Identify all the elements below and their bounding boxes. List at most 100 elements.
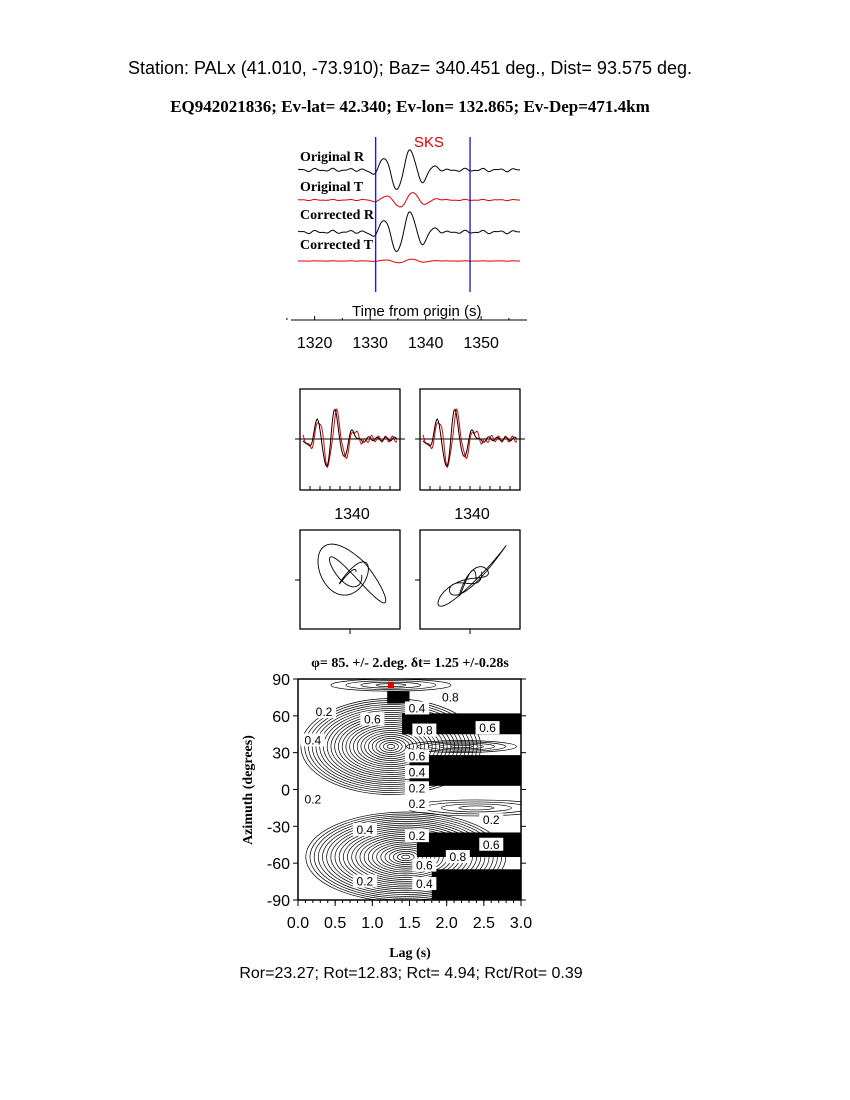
x-tick-label: 1.5	[398, 915, 420, 932]
contour-label-bg	[412, 877, 437, 891]
contour-label-bg	[404, 749, 429, 763]
contour-upper	[379, 740, 403, 753]
contour-label-bg	[352, 874, 377, 888]
contour-label: 0.4	[305, 733, 322, 747]
contour-band	[439, 743, 484, 750]
contour-upper	[360, 730, 422, 763]
particle-motion-path	[437, 545, 507, 607]
contour-label: 0.2	[316, 705, 333, 719]
particle-motion-box	[299, 529, 401, 630]
x-tick-label: 0.0	[287, 915, 309, 932]
contour-upper	[386, 744, 396, 749]
seismogram-panel: SKS Original R Original T Corrected R Co…	[286, 134, 527, 352]
time-ticks: 1320 1330 1340 1350	[286, 316, 510, 352]
waveform-comparison-panels: 1340 1340	[295, 388, 525, 523]
contour-upper	[338, 718, 444, 775]
time-tick-label: 1340	[408, 335, 444, 352]
ratio-summary: Ror=23.27; Rot=12.83; Rct= 4.94; Rct/Rot…	[239, 965, 583, 982]
contour-label: 0.2	[409, 829, 426, 843]
contour-mid	[441, 803, 512, 813]
particle-motion-box	[419, 529, 521, 630]
contour-band	[417, 741, 506, 752]
contour-lower	[305, 811, 507, 900]
contour-lower	[317, 817, 494, 897]
x-tick-label: 0.5	[324, 915, 346, 932]
contour-label: 0.8	[449, 850, 466, 864]
contour-label: 0.2	[409, 781, 426, 795]
contour-label: 0.2	[305, 792, 322, 806]
contour-upper	[383, 742, 399, 751]
contour-upper	[371, 736, 411, 757]
trace-label-original-t: Original T	[300, 180, 364, 195]
contour-label: 0.8	[442, 690, 459, 704]
contour-label-bg	[404, 829, 429, 843]
contour-upper	[315, 706, 467, 787]
contour-upper	[311, 704, 471, 789]
trace-label-corrected-r: Corrected R	[300, 208, 375, 223]
time-tick-label: 1350	[463, 335, 499, 352]
contour-min	[345, 680, 437, 690]
station-line: Station: PALx (41.010, -73.910); Baz= 34…	[127, 58, 693, 78]
time-tick-label: 1320	[297, 335, 333, 352]
time-tick-label: 1340	[454, 506, 490, 523]
surface-title: φ= 85. +/- 2.deg. δt= 1.25 +/-0.28s	[311, 656, 509, 671]
dense-contour-region	[431, 869, 521, 900]
phase-label: SKS	[414, 134, 444, 151]
contour-label-bg	[404, 797, 429, 811]
contour-upper	[356, 728, 426, 765]
contour-lower	[397, 852, 415, 862]
contour-lower	[338, 826, 473, 888]
contour-upper	[300, 698, 482, 795]
contour-label: 0.6	[416, 859, 433, 873]
contour-lower	[384, 847, 427, 867]
trace-r-overlay	[422, 408, 518, 468]
contour-lower	[322, 819, 490, 895]
contour-label-bg	[438, 690, 463, 704]
contour-label: 0.6	[483, 838, 500, 852]
x-tick-label: 3.0	[510, 915, 532, 932]
y-tick-label: 0	[281, 783, 290, 800]
contour-lower	[326, 821, 486, 894]
y-tick-label: -90	[267, 893, 290, 910]
contour-label-bg	[300, 733, 325, 747]
contour-label-bg	[445, 850, 470, 864]
contour-upper	[345, 722, 437, 771]
contour-label: 0.4	[416, 877, 433, 891]
trace-original-t	[297, 192, 520, 208]
contour-label-bg	[404, 765, 429, 779]
trace-r-overlay	[302, 408, 398, 468]
contour-upper	[334, 716, 448, 777]
contour-band	[428, 742, 495, 751]
contour-label: 0.4	[409, 701, 426, 715]
x-tick-label: 2.0	[436, 915, 458, 932]
contour-label: 0.2	[483, 813, 500, 827]
contour-label-bg	[404, 781, 429, 795]
y-tick-label: -30	[267, 819, 290, 836]
contour-label-bg	[404, 701, 429, 715]
x-tick-label: 2.5	[473, 915, 495, 932]
contour-lower	[309, 813, 502, 900]
contour-label: 0.4	[409, 765, 426, 779]
best-fit-marker	[387, 682, 394, 689]
contour-lower	[376, 843, 436, 871]
contour-upper	[349, 724, 433, 769]
contours	[300, 679, 521, 900]
contour-label-bg	[312, 705, 337, 719]
contour-lower	[388, 849, 423, 865]
contour-upper	[368, 734, 414, 759]
contour-label-bg	[352, 823, 377, 837]
y-tick-label: 90	[272, 672, 290, 689]
y-axis-label: Azimuth (degrees)	[241, 735, 256, 845]
trace-t-overlay	[422, 407, 518, 469]
contour-upper	[375, 738, 407, 755]
contour-lower	[401, 854, 411, 860]
contour-lower	[380, 845, 432, 869]
time-tick-label: 1340	[334, 506, 370, 523]
event-line: EQ942021836; Ev-lat= 42.340; Ev-lon= 132…	[170, 97, 650, 116]
contour-upper	[326, 712, 456, 781]
contour-label: 0.6	[479, 721, 496, 735]
time-axis-label: Time from origin (s)	[352, 303, 481, 320]
contour-label-bg	[479, 813, 504, 827]
